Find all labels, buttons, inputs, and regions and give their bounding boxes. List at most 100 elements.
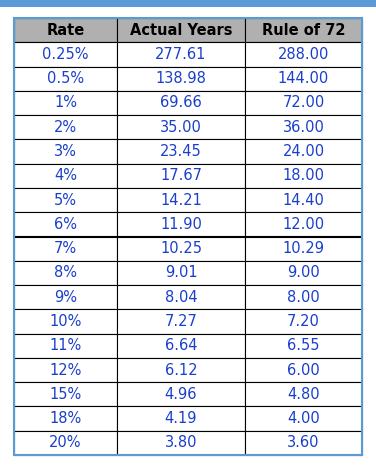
Bar (117, 236, 245, 261)
Bar (14, 285, 117, 309)
Text: 7.27: 7.27 (165, 314, 197, 329)
Bar (14, 261, 117, 285)
Bar (245, 42, 362, 67)
Text: 0.25%: 0.25% (42, 47, 89, 62)
Bar (14, 67, 117, 91)
Text: 9%: 9% (54, 289, 77, 305)
Bar (14, 188, 117, 212)
Text: 5%: 5% (54, 193, 77, 208)
Bar (117, 358, 245, 382)
Text: 138.98: 138.98 (156, 71, 206, 86)
Text: 4.80: 4.80 (287, 387, 320, 402)
Text: 12%: 12% (49, 362, 82, 377)
Bar (117, 91, 245, 115)
Bar (245, 406, 362, 431)
Bar (117, 406, 245, 431)
Bar (117, 67, 245, 91)
Bar (117, 188, 245, 212)
Bar (245, 309, 362, 333)
Text: 8.04: 8.04 (165, 289, 197, 305)
Bar (117, 212, 245, 236)
Bar (117, 382, 245, 406)
Bar (14, 164, 117, 188)
Bar (14, 309, 117, 333)
Text: 14.21: 14.21 (160, 193, 202, 208)
Text: 36.00: 36.00 (283, 120, 324, 135)
Text: 6.00: 6.00 (287, 362, 320, 377)
Bar (14, 382, 117, 406)
Bar (117, 18, 245, 42)
Bar (14, 333, 117, 358)
Bar (117, 309, 245, 333)
Bar (117, 115, 245, 140)
Bar (245, 67, 362, 91)
Bar (245, 382, 362, 406)
Text: 4.96: 4.96 (165, 387, 197, 402)
Bar (245, 212, 362, 236)
Bar (245, 188, 362, 212)
Text: 4%: 4% (54, 168, 77, 184)
Text: Rule of 72: Rule of 72 (262, 23, 345, 38)
Text: 10%: 10% (49, 314, 82, 329)
Text: 18.00: 18.00 (282, 168, 324, 184)
Text: 8.00: 8.00 (287, 289, 320, 305)
Bar (0, 0, 376, 7)
Bar (14, 236, 117, 261)
Bar (14, 431, 117, 455)
Bar (117, 164, 245, 188)
Text: 18%: 18% (49, 411, 82, 426)
Text: 12.00: 12.00 (282, 217, 324, 232)
Text: 2%: 2% (54, 120, 77, 135)
Bar (245, 261, 362, 285)
Text: 10.29: 10.29 (282, 241, 324, 256)
Bar (245, 431, 362, 455)
Bar (245, 333, 362, 358)
Bar (245, 236, 362, 261)
Text: 3.80: 3.80 (165, 435, 197, 450)
Bar (14, 42, 117, 67)
Text: Actual Years: Actual Years (130, 23, 232, 38)
Bar (14, 212, 117, 236)
Bar (245, 358, 362, 382)
Bar (245, 115, 362, 140)
Text: Rate: Rate (46, 23, 85, 38)
Bar (245, 285, 362, 309)
Text: 9.00: 9.00 (287, 265, 320, 280)
Text: 7.20: 7.20 (287, 314, 320, 329)
Text: 9.01: 9.01 (165, 265, 197, 280)
Bar (14, 18, 117, 42)
Bar (14, 406, 117, 431)
Bar (117, 42, 245, 67)
Bar (245, 164, 362, 188)
Text: 3.60: 3.60 (287, 435, 320, 450)
Text: 11.90: 11.90 (160, 217, 202, 232)
Text: 72.00: 72.00 (282, 96, 324, 111)
Text: 4.19: 4.19 (165, 411, 197, 426)
Bar (117, 261, 245, 285)
Text: 23.45: 23.45 (160, 144, 202, 159)
Bar (245, 18, 362, 42)
Text: 35.00: 35.00 (160, 120, 202, 135)
Bar (14, 115, 117, 140)
Text: 288.00: 288.00 (278, 47, 329, 62)
Bar (245, 140, 362, 164)
Text: 6%: 6% (54, 217, 77, 232)
Text: 3%: 3% (54, 144, 77, 159)
Text: 17.67: 17.67 (160, 168, 202, 184)
Bar (117, 285, 245, 309)
Text: 11%: 11% (49, 338, 82, 353)
Text: 277.61: 277.61 (155, 47, 207, 62)
Text: 10.25: 10.25 (160, 241, 202, 256)
Text: 8%: 8% (54, 265, 77, 280)
Bar (14, 358, 117, 382)
Text: 20%: 20% (49, 435, 82, 450)
Text: 14.40: 14.40 (283, 193, 324, 208)
Text: 7%: 7% (54, 241, 77, 256)
Bar (117, 431, 245, 455)
Text: 69.66: 69.66 (160, 96, 202, 111)
Text: 6.12: 6.12 (165, 362, 197, 377)
Text: 6.55: 6.55 (287, 338, 320, 353)
Text: 4.00: 4.00 (287, 411, 320, 426)
Text: 1%: 1% (54, 96, 77, 111)
Text: 15%: 15% (49, 387, 82, 402)
